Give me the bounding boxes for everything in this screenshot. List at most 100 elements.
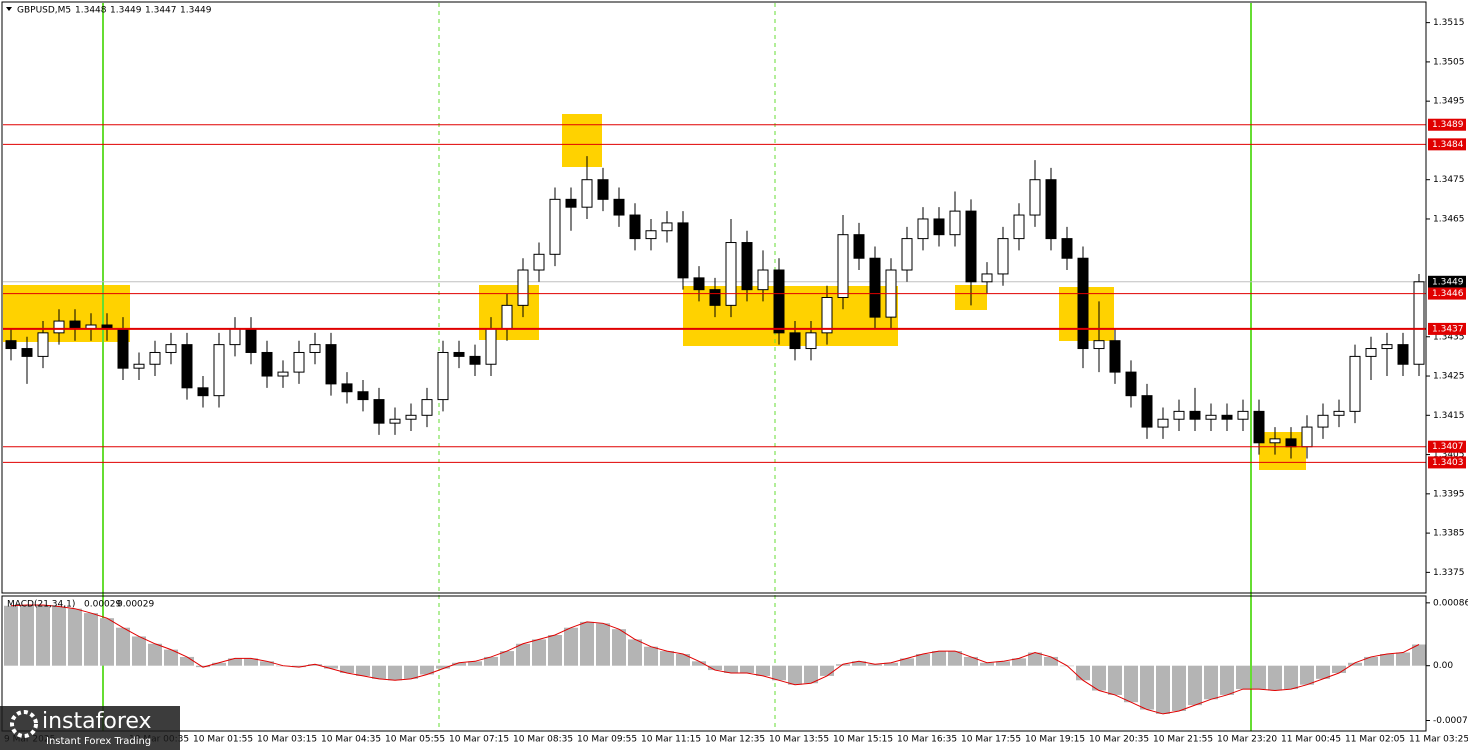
candle-body bbox=[229, 328, 241, 346]
macd-bar bbox=[1380, 654, 1394, 666]
macd-bar bbox=[724, 665, 738, 673]
macd-bar bbox=[660, 651, 674, 666]
quote-high: 1.3449 bbox=[110, 6, 142, 16]
candle-body bbox=[197, 387, 209, 397]
candle-body bbox=[533, 253, 545, 271]
y-tick-label: 1.3415 bbox=[1433, 411, 1465, 421]
last-price-label: 1.3449 bbox=[1432, 277, 1464, 287]
candle-body bbox=[133, 363, 145, 369]
macd-bar bbox=[1124, 665, 1138, 703]
y-tick-label: 1.3515 bbox=[1433, 18, 1465, 28]
candle-body bbox=[357, 391, 369, 401]
macd-bar bbox=[100, 618, 114, 666]
macd-bar bbox=[260, 661, 274, 666]
candle-body bbox=[1381, 344, 1393, 350]
macd-bar bbox=[1252, 665, 1266, 690]
level-box bbox=[1428, 456, 1466, 469]
macd-bar bbox=[356, 665, 370, 676]
y-tick-label: 1.3475 bbox=[1433, 175, 1465, 185]
macd-bar bbox=[196, 665, 210, 668]
macd-bar bbox=[692, 661, 706, 666]
candle-body bbox=[1045, 179, 1057, 240]
macd-bar bbox=[1012, 658, 1026, 666]
candle-body bbox=[1349, 355, 1361, 412]
candle-body bbox=[517, 269, 529, 306]
candle-body bbox=[1093, 340, 1105, 350]
macd-bar bbox=[388, 665, 402, 681]
watermark-icon bbox=[10, 710, 38, 738]
candle-body bbox=[469, 355, 481, 365]
price-panel: 1.3375 1.3385 1.3395 1.3405 1.3415 1.3425 1.34… bbox=[3, 18, 1466, 578]
macd-bar bbox=[548, 635, 562, 666]
macd-bar bbox=[52, 606, 66, 666]
x-tick-label: 10 Mar 04:35 bbox=[321, 735, 381, 745]
macd-value: 0.00029 bbox=[84, 600, 121, 610]
candle-body bbox=[597, 179, 609, 200]
candle-body bbox=[1029, 179, 1041, 216]
candle-body bbox=[181, 344, 193, 389]
candle-body bbox=[1125, 371, 1137, 397]
macd-bar bbox=[1108, 665, 1122, 695]
macd-bar bbox=[1396, 652, 1410, 666]
macd-bar bbox=[1364, 656, 1378, 666]
macd-bar bbox=[516, 643, 530, 666]
watermark-brand: instaforex bbox=[42, 709, 152, 734]
header: GBPUSD,M5 1.3448 1.3449 1.3447 1.3449 MA… bbox=[6, 6, 212, 610]
macd-bar bbox=[308, 664, 322, 666]
y-tick-label: 1.3495 bbox=[1433, 97, 1465, 107]
x-tick-label: 11 Mar 02:05 bbox=[1345, 735, 1405, 745]
macd-bar bbox=[484, 656, 498, 666]
candle-body bbox=[1141, 395, 1153, 428]
macd-bar bbox=[740, 665, 754, 673]
candle-body bbox=[261, 351, 273, 377]
candle-body bbox=[1061, 238, 1073, 259]
y-tick-label: 1.3425 bbox=[1433, 372, 1465, 382]
level-label: 1.3489 bbox=[1432, 120, 1464, 130]
candle-body bbox=[917, 218, 929, 240]
macd-bar bbox=[820, 665, 834, 676]
macd-bar bbox=[788, 665, 802, 685]
macd-bar bbox=[84, 613, 98, 666]
x-tick-label: 10 Mar 03:15 bbox=[257, 735, 317, 745]
menu-arrow bbox=[6, 7, 12, 11]
symbol: GBPUSD,M5 bbox=[17, 6, 71, 16]
candle-body bbox=[69, 320, 81, 330]
y-tick-label: 1.3385 bbox=[1433, 529, 1465, 539]
macd-bar bbox=[852, 661, 866, 666]
candle-body bbox=[741, 242, 753, 291]
macd-bar bbox=[596, 623, 610, 666]
level-labels: 1.34491.34891.34841.34461.34371.34071.34… bbox=[1428, 118, 1466, 469]
candle-body bbox=[933, 218, 945, 236]
macd-bar bbox=[132, 636, 146, 666]
last-price-box bbox=[1428, 275, 1466, 288]
macd-bar bbox=[884, 662, 898, 666]
macd-bar bbox=[1092, 665, 1106, 691]
candle-body bbox=[1077, 257, 1089, 350]
macd-bar bbox=[836, 664, 850, 666]
macd-bar bbox=[1204, 665, 1218, 700]
macd-bar bbox=[1284, 665, 1298, 690]
quote-low: 1.3447 bbox=[145, 6, 177, 16]
zone bbox=[3, 285, 130, 342]
macd-bar bbox=[1044, 656, 1058, 666]
candle-body bbox=[37, 332, 49, 357]
x-tick-label: 10 Mar 16:35 bbox=[897, 735, 957, 745]
candle-body bbox=[1413, 281, 1425, 365]
macd-bar bbox=[68, 608, 82, 666]
macd-bar bbox=[964, 656, 978, 666]
watermark-tagline: Instant Forex Trading bbox=[46, 736, 151, 747]
level-box bbox=[1428, 118, 1466, 131]
candle-body bbox=[117, 328, 129, 369]
x-tick-label: 10 Mar 07:15 bbox=[449, 735, 509, 745]
macd-bar bbox=[1332, 665, 1346, 673]
candle-body bbox=[853, 234, 865, 259]
level-box bbox=[1428, 322, 1466, 335]
macd-bar bbox=[532, 639, 546, 666]
signal-line bbox=[10, 604, 1420, 715]
macd-bar bbox=[628, 639, 642, 666]
candle-body bbox=[581, 179, 593, 208]
candle-body bbox=[565, 198, 577, 208]
level-label: 1.3403 bbox=[1432, 458, 1464, 468]
x-tick-label: 10 Mar 08:35 bbox=[513, 735, 573, 745]
